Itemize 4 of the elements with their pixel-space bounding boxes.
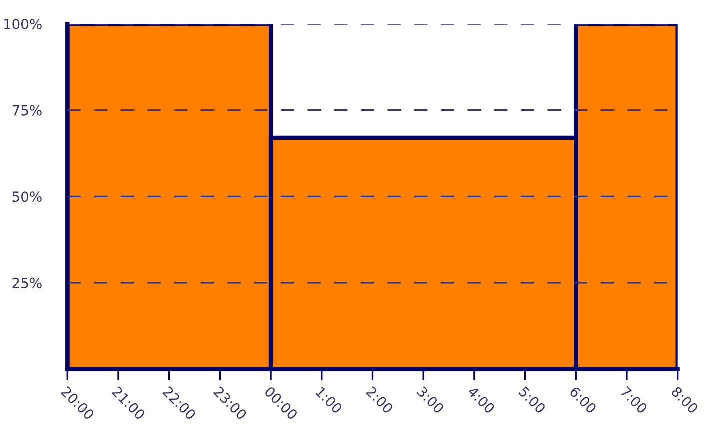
y-tick-label: 50%	[12, 192, 42, 202]
y-tick-label: 25%	[12, 278, 42, 288]
y-tick-label: 75%	[12, 105, 42, 116]
y-tick-label: 100%	[4, 19, 42, 30]
